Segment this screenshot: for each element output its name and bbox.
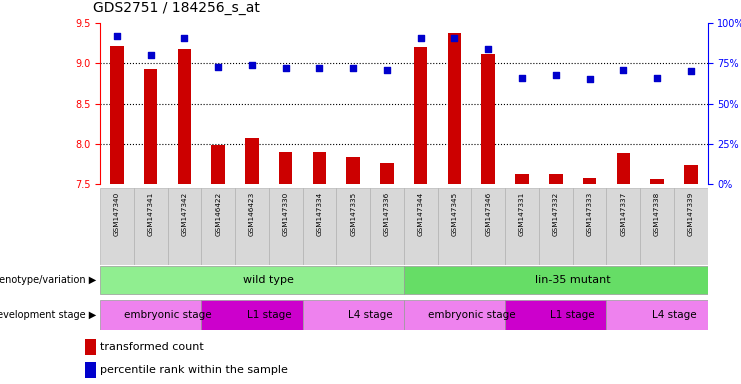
Text: GSM147335: GSM147335 (350, 192, 356, 236)
Point (212, 63, 224, 70)
Bar (606, 188, 640, 265)
Point (381, 67, 393, 73)
Text: L4 stage: L4 stage (348, 310, 393, 320)
Bar (414, 47, 428, 184)
Point (348, 65, 359, 71)
Text: GDS2751 / 184256_s_at: GDS2751 / 184256_s_at (93, 2, 259, 15)
Text: GSM147340: GSM147340 (114, 192, 120, 236)
Text: GSM147344: GSM147344 (418, 192, 424, 236)
Point (584, 76, 596, 83)
Bar (370, 188, 404, 265)
Text: GSM147330: GSM147330 (283, 192, 289, 236)
Text: GSM147331: GSM147331 (519, 192, 525, 236)
Point (685, 68, 697, 74)
Bar (404, 266, 708, 294)
Bar (438, 188, 471, 265)
Point (550, 71, 562, 78)
Bar (269, 188, 302, 265)
Text: GSM147334: GSM147334 (316, 192, 322, 236)
Text: GSM147346: GSM147346 (485, 192, 491, 236)
Text: transformed count: transformed count (101, 342, 205, 352)
Bar (539, 188, 573, 265)
Bar (471, 188, 505, 265)
Bar (100, 188, 134, 265)
Text: percentile rank within the sample: percentile rank within the sample (101, 365, 288, 375)
Bar (482, 54, 495, 184)
Bar (302, 300, 404, 329)
Bar (167, 188, 202, 265)
Text: GSM147345: GSM147345 (451, 192, 457, 236)
Bar (505, 188, 539, 265)
Bar (202, 188, 235, 265)
Text: L1 stage: L1 stage (247, 310, 291, 320)
Bar (336, 188, 370, 265)
Bar (448, 33, 461, 184)
Text: lin-35 mutant: lin-35 mutant (535, 275, 611, 285)
Bar (302, 188, 336, 265)
Point (313, 65, 325, 71)
Text: L1 stage: L1 stage (551, 310, 595, 320)
Text: L4 stage: L4 stage (651, 310, 697, 320)
Text: embryonic stage: embryonic stage (124, 310, 211, 320)
Point (280, 65, 292, 71)
Bar (178, 49, 191, 184)
Bar (134, 188, 167, 265)
Bar (202, 300, 302, 329)
Bar (505, 300, 606, 329)
Bar (573, 188, 606, 265)
Bar (100, 266, 404, 294)
Bar (404, 300, 505, 329)
Point (179, 35, 190, 41)
Bar (85, 339, 96, 355)
Bar (617, 153, 630, 184)
Point (415, 35, 427, 41)
Point (111, 33, 123, 39)
Text: GSM147336: GSM147336 (384, 192, 390, 236)
Bar (245, 137, 259, 184)
Bar (651, 179, 664, 184)
Text: GSM146423: GSM146423 (249, 192, 255, 236)
Point (144, 52, 156, 58)
Point (246, 62, 258, 68)
Point (651, 75, 663, 81)
Point (448, 35, 460, 41)
Text: GSM147338: GSM147338 (654, 192, 660, 236)
Bar (640, 188, 674, 265)
Bar (110, 46, 124, 184)
Bar (211, 145, 225, 184)
Bar (279, 152, 293, 184)
Bar (606, 300, 708, 329)
Bar (684, 165, 697, 184)
Text: wild type: wild type (243, 275, 294, 285)
Bar (313, 152, 326, 184)
Point (617, 67, 629, 73)
Text: GSM147337: GSM147337 (620, 192, 626, 236)
Text: genotype/variation ▶: genotype/variation ▶ (0, 275, 96, 285)
Point (482, 46, 494, 52)
Bar (380, 163, 393, 184)
Text: GSM147342: GSM147342 (182, 192, 187, 236)
Text: GSM147333: GSM147333 (587, 192, 593, 236)
Text: embryonic stage: embryonic stage (428, 310, 515, 320)
Text: GSM147341: GSM147341 (147, 192, 153, 236)
Bar (674, 188, 708, 265)
Bar (582, 178, 597, 184)
Bar (144, 69, 157, 184)
Text: GSM147339: GSM147339 (688, 192, 694, 236)
Point (516, 75, 528, 81)
Bar (100, 300, 202, 329)
Bar (515, 174, 529, 184)
Text: GSM147332: GSM147332 (553, 192, 559, 236)
Text: GSM146422: GSM146422 (215, 192, 221, 236)
Bar (85, 362, 96, 378)
Bar (347, 157, 360, 184)
Text: development stage ▶: development stage ▶ (0, 310, 96, 320)
Bar (549, 174, 562, 184)
Bar (235, 188, 269, 265)
Bar (404, 188, 438, 265)
